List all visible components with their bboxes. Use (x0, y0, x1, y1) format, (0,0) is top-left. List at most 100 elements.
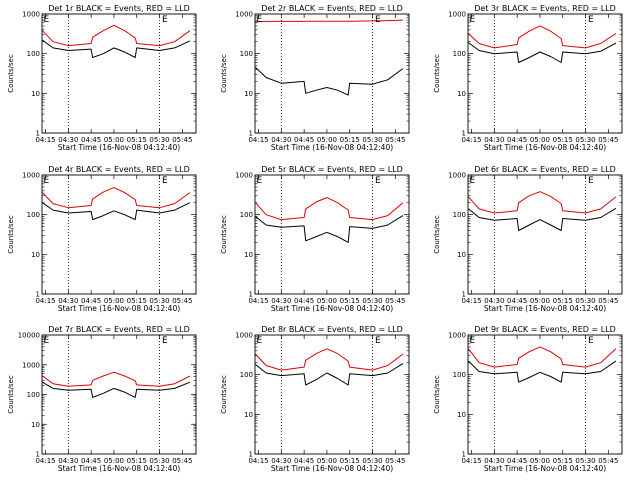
y-tick-label: 1 (249, 451, 253, 459)
y-tick-label: 1 (36, 291, 40, 299)
series-events-line (42, 202, 191, 221)
x-tick-label: 05:00 (317, 297, 337, 305)
y-tick-label: 1000 (448, 172, 466, 180)
x-axis-label: Start Time (16-Nov-08 04:12:40) (271, 143, 393, 152)
x-tick-label: 04:30 (58, 297, 78, 305)
y-tick-label: 1 (36, 130, 40, 138)
x-tick-label: 04:30 (271, 297, 291, 305)
chart-title: Det 7r BLACK = Events, RED = LLD (48, 325, 190, 334)
y-tick-label: 10 (244, 90, 253, 98)
eclipse-marker-label: E (162, 336, 168, 346)
x-tick-label: 04:30 (58, 457, 78, 465)
y-tick-label: 10 (31, 251, 40, 259)
x-tick-label: 05:15 (340, 297, 360, 305)
x-tick-label: 05:00 (104, 297, 124, 305)
y-tick-label: 1 (462, 451, 466, 459)
chart-title: Det 6r BLACK = Events, RED = LLD (474, 165, 616, 174)
y-axis-label: Counts/sec (7, 215, 15, 254)
chart-title: Det 1r BLACK = Events, RED = LLD (48, 4, 190, 13)
x-tick-label: 05:45 (172, 297, 192, 305)
y-tick-label: 100 (453, 211, 466, 219)
x-tick-label: 05:30 (362, 297, 382, 305)
series-lld-line (468, 191, 617, 214)
x-tick-label: 04:45 (81, 136, 101, 144)
y-tick-label: 10 (31, 90, 40, 98)
y-tick-label: 1000 (22, 172, 40, 180)
x-axis-label: Start Time (16-Nov-08 04:12:40) (484, 143, 606, 152)
x-tick-label: 05:45 (172, 457, 192, 465)
chart-panel-5: Det 5r BLACK = Events, RED = LLD 1 10 100 10… (220, 165, 410, 313)
x-tick-label: 05:30 (362, 457, 382, 465)
y-tick-label: 1000 (235, 11, 253, 19)
x-axis-label: Start Time (16-Nov-08 04:12:40) (271, 304, 393, 313)
x-tick-label: 04:30 (271, 457, 291, 465)
x-tick-label: 05:00 (317, 136, 337, 144)
chart-title: Det 2r BLACK = Events, RED = LLD (261, 4, 403, 13)
eclipse-marker-label: E (470, 15, 476, 25)
y-tick-label: 1000 (235, 332, 253, 340)
x-tick-label: 05:00 (530, 457, 550, 465)
x-tick-label: 05:15 (340, 457, 360, 465)
series-lld-line (468, 346, 617, 368)
eclipse-marker-label: E (162, 176, 168, 186)
chart-title: Det 9r BLACK = Events, RED = LLD (474, 325, 616, 334)
x-tick-label: 05:30 (575, 136, 595, 144)
x-tick-label: 04:30 (484, 297, 504, 305)
y-tick-label: 100 (27, 211, 40, 219)
y-tick-label: 10000 (18, 332, 40, 340)
chart-panel-3: Det 3r BLACK = Events, RED = LLD 1 10 100 10… (433, 4, 623, 152)
y-tick-label: 1000 (448, 11, 466, 19)
series-lld-line (468, 25, 617, 49)
x-tick-label: 04:15 (248, 297, 268, 305)
y-axis-label: Counts/sec (433, 54, 441, 93)
eclipse-marker-label: E (470, 336, 476, 346)
x-tick-label: 04:30 (484, 457, 504, 465)
chart-title: Det 8r BLACK = Events, RED = LLD (261, 325, 403, 334)
eclipse-marker-label: E (257, 15, 263, 25)
series-lld-line (255, 348, 404, 371)
y-tick-label: 1000 (22, 361, 40, 369)
x-tick-label: 04:45 (81, 297, 101, 305)
chart-panel-9: Det 9r BLACK = Events, RED = LLD 1 10 100 10… (433, 325, 623, 473)
y-axis-label: Counts/sec (220, 375, 228, 414)
plot-frame (41, 334, 197, 455)
chart-title: Det 5r BLACK = Events, RED = LLD (261, 165, 403, 174)
x-tick-label: 04:30 (271, 136, 291, 144)
y-tick-label: 1 (462, 291, 466, 299)
x-tick-label: 05:45 (598, 297, 618, 305)
x-tick-label: 05:15 (127, 457, 147, 465)
x-tick-label: 05:15 (127, 136, 147, 144)
y-tick-label: 100 (27, 391, 40, 399)
x-tick-label: 04:45 (507, 136, 527, 144)
y-axis-label: Counts/sec (220, 54, 228, 93)
x-axis-label: Start Time (16-Nov-08 04:12:40) (58, 143, 180, 152)
eclipse-marker-label: E (162, 15, 168, 25)
y-tick-label: 1 (462, 130, 466, 138)
y-tick-label: 100 (240, 371, 253, 379)
x-tick-label: 05:45 (385, 136, 405, 144)
y-tick-label: 100 (240, 211, 253, 219)
eclipse-marker-label: E (588, 336, 594, 346)
y-tick-label: 10 (244, 411, 253, 419)
x-tick-label: 04:30 (58, 136, 78, 144)
x-tick-label: 05:45 (598, 457, 618, 465)
series-events-line (255, 67, 404, 96)
chart-panel-2: Det 2r BLACK = Events, RED = LLD 1 10 100 10… (220, 4, 410, 152)
chart-panel-4: Det 4r BLACK = Events, RED = LLD 1 10 100 10… (7, 165, 197, 313)
x-axis-label: Start Time (16-Nov-08 04:12:40) (271, 464, 393, 473)
eclipse-marker-label: E (257, 176, 263, 186)
series-lld-line (42, 24, 191, 47)
series-events-line (42, 39, 191, 58)
x-axis-label: Start Time (16-Nov-08 04:12:40) (484, 464, 606, 473)
eclipse-marker-label: E (257, 336, 263, 346)
eclipse-marker-label: E (588, 15, 594, 25)
eclipse-marker-label: E (588, 176, 594, 186)
y-tick-label: 1 (249, 130, 253, 138)
x-tick-label: 04:45 (294, 457, 314, 465)
x-tick-label: 05:00 (104, 457, 124, 465)
x-tick-label: 05:30 (149, 457, 169, 465)
y-tick-label: 1 (249, 291, 253, 299)
x-tick-label: 05:30 (362, 136, 382, 144)
series-events-line (468, 360, 617, 383)
